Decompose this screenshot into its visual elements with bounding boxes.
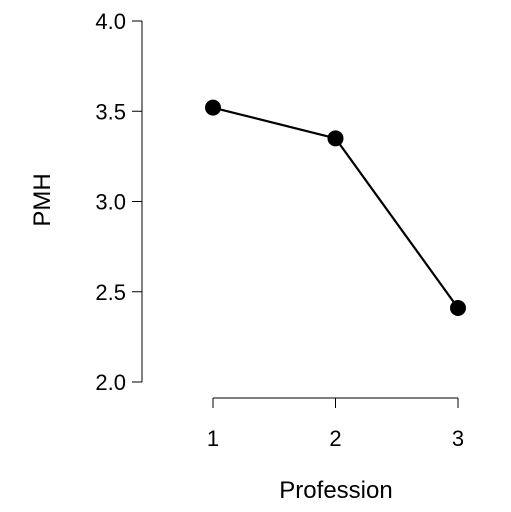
y-tick-label: 4.0: [95, 9, 126, 34]
y-tick-label: 2.5: [95, 280, 126, 305]
x-tick-label: 1: [207, 426, 219, 451]
y-tick-label: 3.5: [95, 99, 126, 124]
x-axis: 1 2 3: [207, 397, 464, 451]
y-axis-title: PMH: [29, 173, 56, 226]
x-axis-title: Profession: [279, 477, 392, 504]
x-tick-label: 2: [329, 426, 341, 451]
series: [205, 99, 466, 316]
y-tick-label: 3.0: [95, 190, 126, 215]
x-tick-label: 3: [452, 426, 464, 451]
y-tick-label: 2.0: [95, 370, 126, 395]
y-axis: 2.0 2.5 3.0 3.5 4.0: [95, 9, 143, 395]
data-point: [205, 99, 221, 116]
data-point: [450, 299, 466, 316]
data-point: [327, 130, 344, 147]
